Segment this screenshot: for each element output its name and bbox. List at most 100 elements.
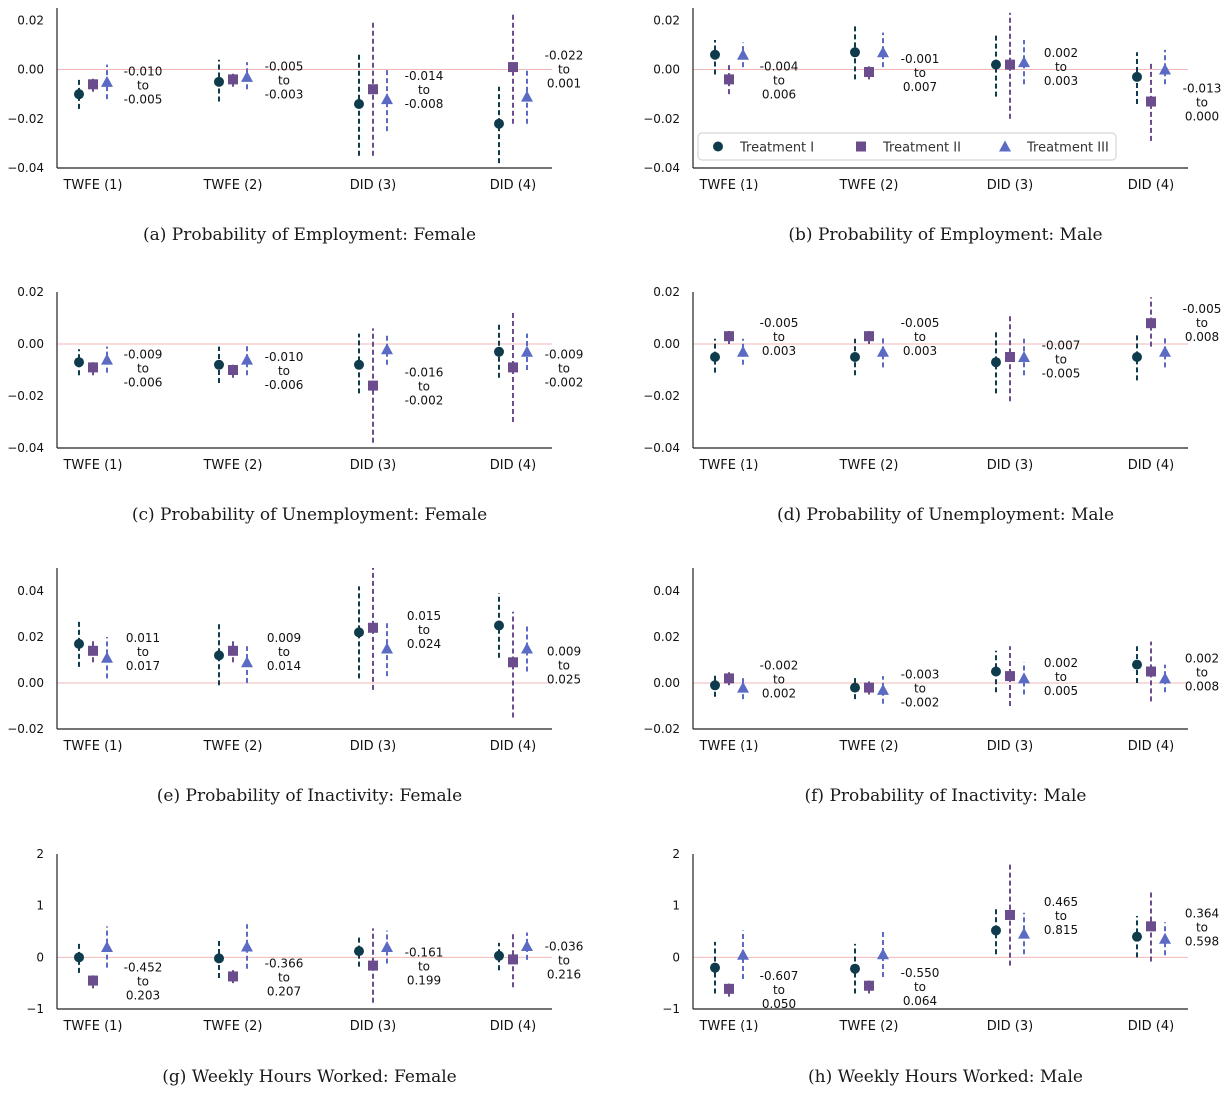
range-label: -0.001 — [901, 52, 940, 66]
x-tick-label: DID (4) — [1128, 739, 1174, 754]
y-tick-label: 0.02 — [17, 630, 44, 644]
range-label: 0.003 — [903, 344, 937, 358]
range-label: 0.003 — [1044, 74, 1078, 88]
range-label: -0.005 — [760, 316, 799, 330]
y-tick-label: 0.00 — [17, 63, 44, 77]
data-point — [1018, 351, 1030, 362]
range-label: 0.001 — [547, 76, 581, 90]
x-tick-label: DID (4) — [490, 739, 536, 754]
range-label: -0.013 — [1183, 82, 1222, 96]
data-point — [864, 331, 874, 342]
data-point — [214, 953, 224, 964]
data-point — [228, 645, 238, 656]
data-point — [1132, 931, 1142, 942]
range-label: -0.607 — [760, 969, 799, 983]
range-label: 0.364 — [1185, 906, 1219, 920]
x-tick-label: DID (4) — [1128, 458, 1174, 473]
y-tick-label: 0.02 — [17, 13, 44, 27]
data-point — [850, 352, 860, 362]
panel-caption: (a) Probability of Employment: Female — [143, 225, 476, 245]
range-label: to — [418, 960, 430, 974]
range-label: -0.002 — [901, 696, 940, 710]
range-label: -0.016 — [405, 366, 444, 380]
range-label: 0.598 — [1185, 934, 1219, 948]
x-tick-label: TWFE (2) — [838, 1019, 898, 1034]
range-label: to — [418, 380, 430, 394]
legend-marker — [999, 140, 1011, 152]
y-tick-label: 2 — [36, 847, 44, 861]
range-label: to — [1196, 666, 1208, 680]
panel-2: −0.04 −0.02 0.00 0.02 TWFE (1) TWFE (2) DID (3… — [7, 285, 583, 525]
range-label: to — [418, 623, 430, 637]
data-point — [521, 939, 533, 951]
data-point — [494, 118, 504, 129]
y-tick-label: 0 — [672, 950, 680, 964]
data-point — [214, 650, 224, 661]
range-label: -0.003 — [265, 87, 304, 101]
data-point — [74, 952, 84, 963]
data-point — [494, 950, 504, 961]
data-point — [1005, 352, 1015, 362]
range-label: 0.465 — [1044, 895, 1078, 909]
legend-marker — [856, 141, 866, 152]
data-point — [494, 620, 504, 631]
range-label: 0.003 — [762, 344, 796, 358]
data-point — [1005, 671, 1015, 682]
range-label: to — [1055, 352, 1067, 366]
panel-1: −0.04 −0.02 0.00 0.02 TWFE (1) TWFE (2) DID (3… — [643, 8, 1221, 245]
data-point — [368, 380, 378, 391]
range-label: 0.002 — [762, 686, 796, 700]
x-tick-label: DID (4) — [490, 1019, 536, 1034]
x-tick-label: DID (3) — [350, 1019, 396, 1034]
data-point — [101, 651, 113, 663]
data-point — [241, 70, 253, 82]
data-point — [368, 960, 378, 971]
range-label: 0.050 — [762, 997, 796, 1011]
y-tick-label: −0.02 — [7, 722, 44, 736]
y-tick-label: 0.04 — [17, 584, 44, 598]
data-point — [101, 353, 113, 365]
range-label: 0.002 — [1044, 46, 1078, 60]
range-label: to — [1055, 909, 1067, 923]
data-point — [241, 656, 253, 668]
range-label: -0.009 — [124, 347, 163, 361]
data-point — [508, 362, 518, 373]
range-label: 0.025 — [547, 673, 581, 687]
data-point — [737, 948, 749, 960]
data-point — [724, 983, 734, 994]
data-point — [74, 357, 84, 368]
range-label: to — [1196, 96, 1208, 110]
y-tick-label: −0.04 — [643, 161, 680, 175]
range-label: 0.207 — [267, 984, 301, 998]
range-label: to — [137, 361, 149, 375]
range-label: 0.815 — [1044, 923, 1078, 937]
x-tick-label: TWFE (1) — [62, 1019, 122, 1034]
legend-marker — [713, 141, 723, 152]
range-label: 0.009 — [547, 645, 581, 659]
data-point — [241, 353, 253, 365]
range-label: 0.011 — [126, 631, 160, 645]
range-label: 0.006 — [762, 87, 796, 101]
data-point — [381, 93, 393, 105]
y-tick-label: 0.02 — [653, 630, 680, 644]
data-point — [88, 362, 98, 373]
x-tick-label: DID (3) — [987, 739, 1033, 754]
range-label: to — [558, 361, 570, 375]
panel-caption: (b) Probability of Employment: Male — [788, 225, 1102, 245]
x-tick-label: DID (3) — [987, 178, 1033, 193]
data-point — [354, 946, 364, 957]
range-label: to — [278, 73, 290, 87]
range-label: 0.064 — [903, 994, 937, 1008]
data-point — [710, 962, 720, 973]
range-label: 0.007 — [903, 80, 937, 94]
data-point — [724, 673, 734, 684]
x-tick-label: DID (3) — [987, 458, 1033, 473]
y-tick-label: 2 — [672, 847, 680, 861]
range-label: to — [558, 953, 570, 967]
panel-4: −0.02 0.00 0.02 0.04 TWFE (1) TWFE (2) DID (3)… — [7, 568, 581, 806]
data-point — [88, 645, 98, 656]
x-tick-label: DID (4) — [490, 178, 536, 193]
x-tick-label: TWFE (1) — [698, 739, 758, 754]
data-point — [88, 975, 98, 986]
